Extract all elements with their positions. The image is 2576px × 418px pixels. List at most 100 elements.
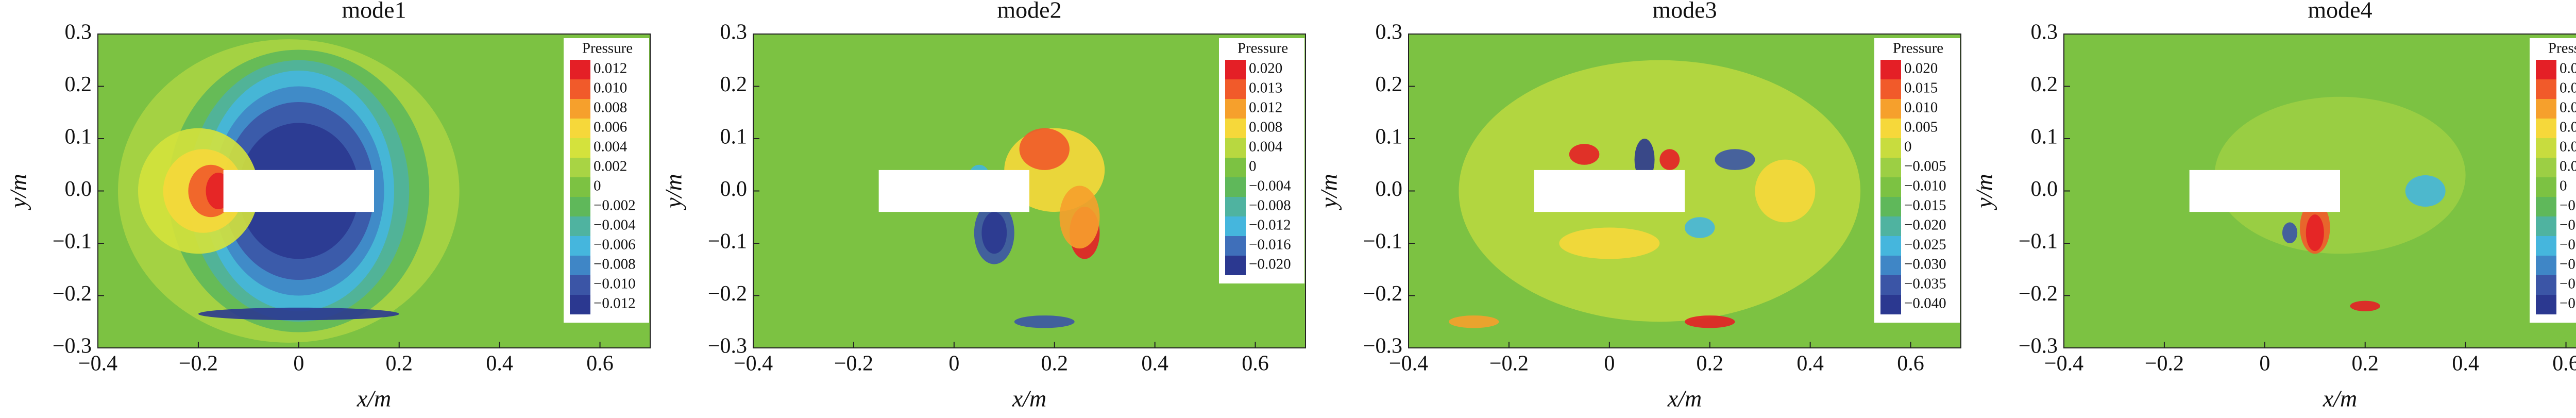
y-tick-label: −0.2 [1363,282,1402,306]
x-axis-label: x/m [2323,386,2357,412]
colorbar-tick-label: 0.004 [1249,139,1283,155]
panel: mode3 x/m y/m −0.4 −0.2 0 0.2 0.4 0.6 0.3 0.2 0.1 0.… [1316,0,1961,412]
x-tick-label: 0.4 [486,352,513,376]
field-region [2405,175,2446,207]
colorbar-tick-label: 0 [1904,139,1912,155]
colorbar-tick-label: −0.020 [1904,217,1946,233]
y-axis-label: y/m [5,174,31,210]
colorbar-tick-label: 0.013 [1249,80,1282,96]
colorbar-swatch [2536,197,2556,216]
x-tick-label: 0.6 [2552,352,2576,376]
colorbar-swatch [1880,119,1901,138]
colorbar-tick-label: 0.020 [2560,99,2576,116]
x-axis-label: x/m [1012,386,1046,412]
colorbar: Pressure 0.030 0.025 0.020 0.015 0.010 0.005 0 −… [2530,38,2576,323]
colorbar-tick-label: −0.010 [594,276,636,292]
x-tick-label: 0.4 [1141,352,1168,376]
colorbar-tick-label: −0.016 [1249,237,1291,253]
y-tick-label: −0.1 [53,230,92,254]
colorbar-tick-label: −0.010 [2560,217,2576,233]
field-region [1659,149,1680,170]
colorbar-swatch [570,79,590,99]
colorbar-swatch [570,138,590,158]
y-tick-label: 0.0 [65,177,92,201]
colorbar-swatch [1225,60,1246,79]
colorbar-tick-label: 0.020 [1904,60,1938,77]
colorbar: Pressure 0.020 0.013 0.012 0.008 0.004 0 −0.004… [1219,38,1304,283]
colorbar-tick-label: 0 [1249,158,1257,175]
x-tick-label: 0.2 [385,352,413,376]
colorbar-tick-label: 0.002 [594,158,627,175]
y-tick-label: −0.3 [1363,335,1402,358]
plate [1534,170,1685,212]
colorbar-tick-label: −0.012 [594,295,636,312]
colorbar-swatch [1880,79,1901,99]
x-axis-label: x/m [357,386,391,412]
colorbar-tick-label: −0.012 [1249,217,1291,233]
y-tick-label: 0.1 [65,125,92,149]
colorbar-tick-label: −0.040 [1904,295,1946,312]
field-region [1685,315,1735,328]
colorbar-tick-label: 0.008 [594,99,627,116]
field-region [1019,128,1070,170]
plate [2189,170,2340,212]
colorbar-tick-label: −0.005 [2560,197,2576,214]
colorbar-tick-label: 0 [2560,178,2567,194]
colorbar: Pressure 0.020 0.015 0.010 0.005 0 −0.005 −0.01… [1874,38,1960,323]
colorbar-swatch [2536,79,2556,99]
y-tick-label: 0.0 [720,177,748,201]
colorbar-tick-label: 0 [594,178,601,194]
x-tick-label: 0.2 [2351,352,2379,376]
colorbar-swatch [1880,177,1901,197]
x-tick-label: 0.6 [1897,352,1924,376]
panel: mode4 x/m y/m −0.4 −0.2 0 0.2 0.4 0.6 0.3 0.2 0.1 0.… [1971,0,2576,412]
colorbar-swatch [570,236,590,256]
colorbar-swatch [570,197,590,216]
y-axis-label: y/m [660,174,687,210]
colorbar-tick-label: −0.008 [594,256,636,273]
colorbar-tick-label: 0.015 [1904,80,1938,96]
panel: mode1 x/m y/m −0.4 −0.2 0 0.2 0.4 0.6 0.3 0.2 0.1 0.… [5,0,651,412]
colorbar-swatch [2536,60,2556,79]
field-region [1755,159,1816,223]
y-tick-label: −0.3 [2019,335,2058,358]
x-tick-label: 0.6 [1242,352,1269,376]
colorbar-tick-label: 0.010 [2560,139,2576,155]
x-tick-label: 0 [2259,352,2270,376]
x-tick-label: −0.2 [2145,352,2184,376]
colorbar-swatch [2536,295,2556,314]
x-tick-label: −0.4 [78,352,117,376]
y-tick-label: −0.2 [2019,282,2058,306]
field-region [1559,227,1660,259]
x-tick-label: 0 [948,352,959,376]
field-region [1448,315,1499,328]
colorbar-tick-label: −0.030 [2560,295,2576,312]
y-tick-label: 0.2 [1376,73,1403,96]
field-region [1715,149,1755,170]
colorbar-tick-label: −0.008 [1249,197,1291,214]
colorbar-tick-label: −0.030 [1904,256,1946,273]
x-tick-label: 0 [1604,352,1615,376]
colorbar-swatch [1225,119,1246,138]
field-region [2282,222,2298,244]
colorbar-title: Pressure [1238,40,1288,57]
colorbar-swatch [1880,158,1901,177]
colorbar-swatch [1225,138,1246,158]
colorbar-swatch [2536,158,2556,177]
field-region [198,307,399,321]
colorbar-tick-label: 0.025 [2560,80,2576,96]
colorbar-tick-label: 0.005 [2560,158,2576,175]
colorbar-swatch [2536,216,2556,236]
chart-title: mode4 [2308,0,2372,23]
y-tick-label: −0.2 [53,282,92,306]
colorbar-tick-label: −0.020 [2560,256,2576,273]
colorbar-swatch [570,216,590,236]
field-region [1569,144,1600,165]
x-tick-label: 0.4 [2452,352,2479,376]
colorbar-title: Pressure [1893,40,1943,57]
chart-title: mode2 [997,0,1061,23]
colorbar-swatch [570,60,590,79]
colorbar-swatch [570,119,590,138]
colorbar-tick-label: −0.010 [1904,178,1946,194]
